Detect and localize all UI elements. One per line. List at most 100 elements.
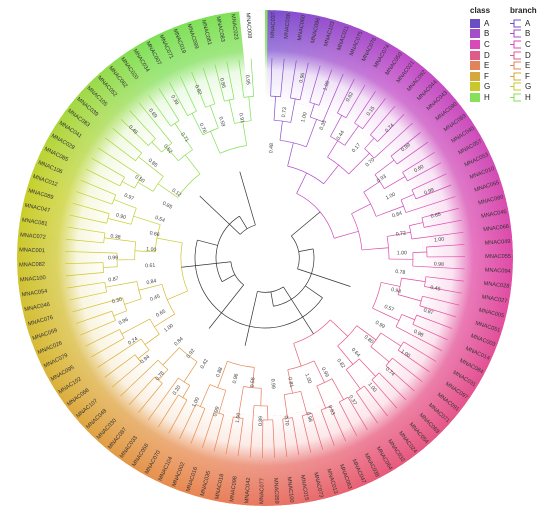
branch-radial [299,62,309,100]
leaf-label: MNAC018 [214,473,225,499]
backbone-radial [199,195,241,235]
bootstrap-label: 0.87 [423,307,435,316]
branch-radial [158,369,169,381]
bootstrap-label: 0.15 [366,105,377,117]
branch-arc [419,296,423,306]
class-legend-item: A [470,18,490,29]
bootstrap-label: 0.81 [286,377,294,388]
branch-radial [209,105,219,129]
bootstrap-label: 0.70 [282,415,289,426]
branch-radial [214,64,225,102]
branch-arc [102,262,104,273]
bootstrap-label: 0.24 [127,336,139,347]
branch-radial [356,325,377,341]
bootstrap-label: 1.00 [322,80,331,92]
branch-arc [316,378,333,387]
backbone-radial [244,291,258,346]
branch-radial [154,313,175,328]
branch-radial [120,118,149,146]
bootstrap-label: 0.84 [391,211,403,220]
branch-radial [306,119,317,147]
branch-radial [300,391,308,415]
class-legend-item: B [470,29,490,40]
branch-arc [284,390,301,396]
class-legend-item: G [470,82,490,93]
branch-radial [67,281,105,289]
class-legend-title: class [470,6,491,15]
branch-arc [400,199,407,213]
leaf-label: MNAC008 [244,12,252,38]
bootstrap-label: 0.42 [200,358,210,370]
bootstrap-label: 0.92 [186,348,197,360]
branch-radial [137,349,150,359]
branch-arc [106,213,110,224]
branch-arc [219,145,247,154]
bootstrap-label: 0.84 [173,336,184,347]
class-legend-item: D [470,50,490,61]
branch-arc [372,282,382,309]
branch-swatch [510,93,521,102]
class-swatch [470,82,480,92]
branch-radial [411,231,464,240]
leaf-label: MNAC046 [481,209,507,220]
branch-radial [419,305,457,318]
bootstrap-label: 0.97 [123,193,135,203]
branch-radial [242,121,248,146]
bootstrap-label: 0.99 [212,406,221,418]
bootstrap-label: 1.00 [191,396,201,408]
branch-arc [104,282,107,293]
branch-radial [103,266,118,268]
branch-radial [287,142,294,167]
branch-arc [402,172,408,182]
branch-radial [401,314,415,321]
branch-arc [370,332,382,347]
branch-radial [201,411,215,449]
branch-radial [167,290,188,301]
bootstrap-label: 0.49 [127,124,139,135]
branch-radial [248,96,252,121]
branch-radial [313,360,325,383]
bootstrap-label: 0.73 [281,107,288,118]
bootstrap-label: 0.98 [305,411,313,422]
branch-radial [318,69,333,106]
branch-radial [401,277,426,282]
bootstrap-label: 0.70 [365,157,377,168]
branch-radial [128,376,156,405]
branch-radial [400,193,415,201]
branch-radial [355,391,378,424]
branch-legend-label: C [525,39,531,49]
leaf-label: MNAC098 [229,476,238,502]
branch-arc [161,142,173,153]
branch-radial [156,237,183,244]
branch-radial [260,388,262,406]
branch-radial [91,337,125,358]
ring-gap [238,10,265,258]
branch-radial [65,272,104,277]
branch-radial [385,365,415,392]
branch-radial [331,378,344,400]
branch-legend-item: F [510,71,537,82]
branch-radial [279,121,283,141]
branch-radial [144,333,160,345]
leaf-label: MNAC066 [483,224,509,233]
branch-radial [426,244,465,248]
branch-radial [374,159,395,175]
bootstrap-label: 0.87 [108,276,119,283]
branch-radial [354,91,376,124]
branch-radial [273,96,276,121]
backbone-arc [273,248,315,307]
branch-radial [348,153,370,175]
bootstrap-label: 0.49 [430,285,441,293]
branch-radial [199,384,211,407]
branch-arc [327,156,350,175]
branch-arc [134,354,142,363]
bootstrap-label: 0.99 [108,255,118,261]
branch-radial [397,294,422,302]
branch-arc [178,149,193,161]
branch-radial [345,369,361,390]
branch-radial [213,414,225,452]
branch-radial [327,140,339,158]
branch-radial [370,105,396,136]
leaf-label: MNAC081 [21,217,47,227]
branch-radial [380,332,402,347]
